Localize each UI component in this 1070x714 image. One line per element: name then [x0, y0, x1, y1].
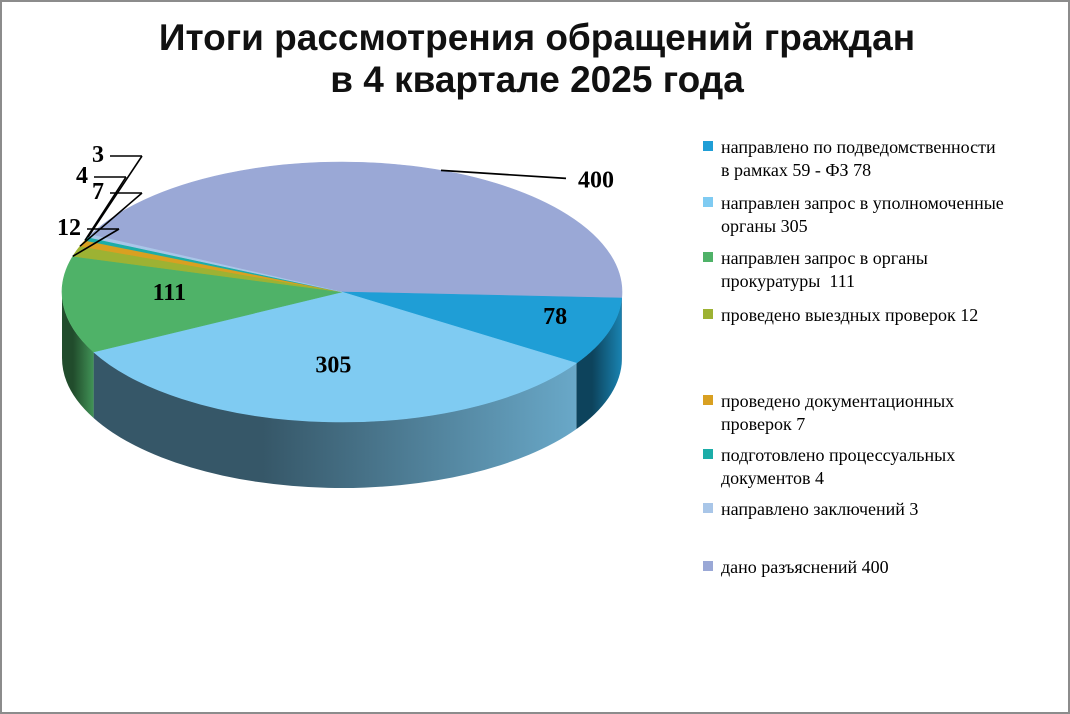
svg-text:12: 12	[57, 215, 81, 241]
svg-text:400: 400	[578, 167, 614, 193]
svg-text:7: 7	[92, 179, 104, 205]
svg-text:3: 3	[92, 142, 104, 168]
svg-text:111: 111	[153, 280, 186, 306]
svg-text:78: 78	[543, 304, 567, 330]
svg-text:4: 4	[76, 163, 88, 189]
svg-text:305: 305	[315, 353, 351, 379]
